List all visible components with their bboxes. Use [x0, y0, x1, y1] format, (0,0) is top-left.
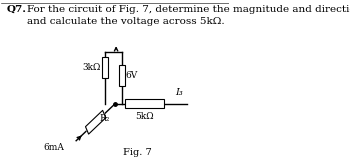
- Bar: [125, 99, 164, 108]
- Text: For the circuit of Fig. 7, determine the magnitude and direction of I₃: For the circuit of Fig. 7, determine the…: [27, 5, 350, 14]
- Text: 6mA: 6mA: [43, 143, 64, 152]
- Text: 3kΩ: 3kΩ: [83, 63, 101, 72]
- Bar: [103, 57, 108, 78]
- Text: 6V: 6V: [126, 71, 138, 80]
- Text: I₃: I₃: [176, 88, 183, 97]
- Text: 5kΩ: 5kΩ: [135, 112, 154, 121]
- Polygon shape: [85, 110, 106, 134]
- Text: R₂: R₂: [99, 114, 110, 123]
- Text: and calculate the voltage across 5kΩ.: and calculate the voltage across 5kΩ.: [27, 17, 225, 26]
- Bar: [119, 65, 125, 86]
- Text: Q7.: Q7.: [7, 5, 27, 14]
- Text: Fig. 7: Fig. 7: [124, 148, 152, 157]
